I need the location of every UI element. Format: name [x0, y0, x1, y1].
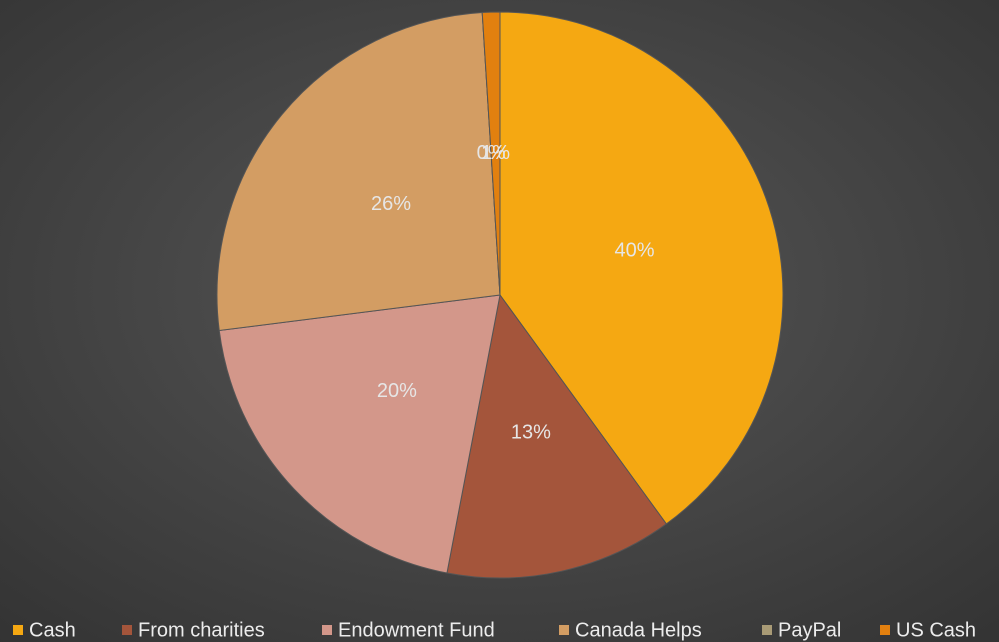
data-label: 13% — [511, 421, 551, 443]
legend-label: PayPal — [778, 619, 841, 641]
legend-swatch — [880, 625, 890, 635]
pie-slice — [446, 293, 668, 579]
pie — [216, 11, 784, 579]
legend-swatch — [762, 625, 772, 635]
legend-label: Canada Helps — [575, 619, 702, 641]
legend: Cash From charities Endowment Fund Canada H… — [13, 619, 976, 641]
data-label: 26% — [371, 193, 411, 215]
legend-swatch — [322, 625, 332, 635]
legend-swatch — [559, 625, 569, 635]
data-labels: 40% 13% 20% 26% 0%1% — [371, 142, 655, 444]
pie-slice — [481, 11, 501, 296]
legend-label: From charities — [138, 619, 265, 641]
legend-label: US Cash — [896, 619, 976, 641]
data-label: 1% — [481, 142, 510, 164]
data-label: 0% — [477, 142, 506, 164]
pie-slice — [218, 294, 501, 574]
data-label: 20% — [377, 380, 417, 402]
legend-label: Endowment Fund — [338, 619, 495, 641]
legend-swatch — [13, 625, 23, 635]
pie-slice — [499, 11, 784, 525]
legend-label: Cash — [29, 619, 76, 641]
legend-swatch — [122, 625, 132, 635]
pie-slice — [216, 12, 501, 332]
data-label: 40% — [615, 240, 655, 262]
